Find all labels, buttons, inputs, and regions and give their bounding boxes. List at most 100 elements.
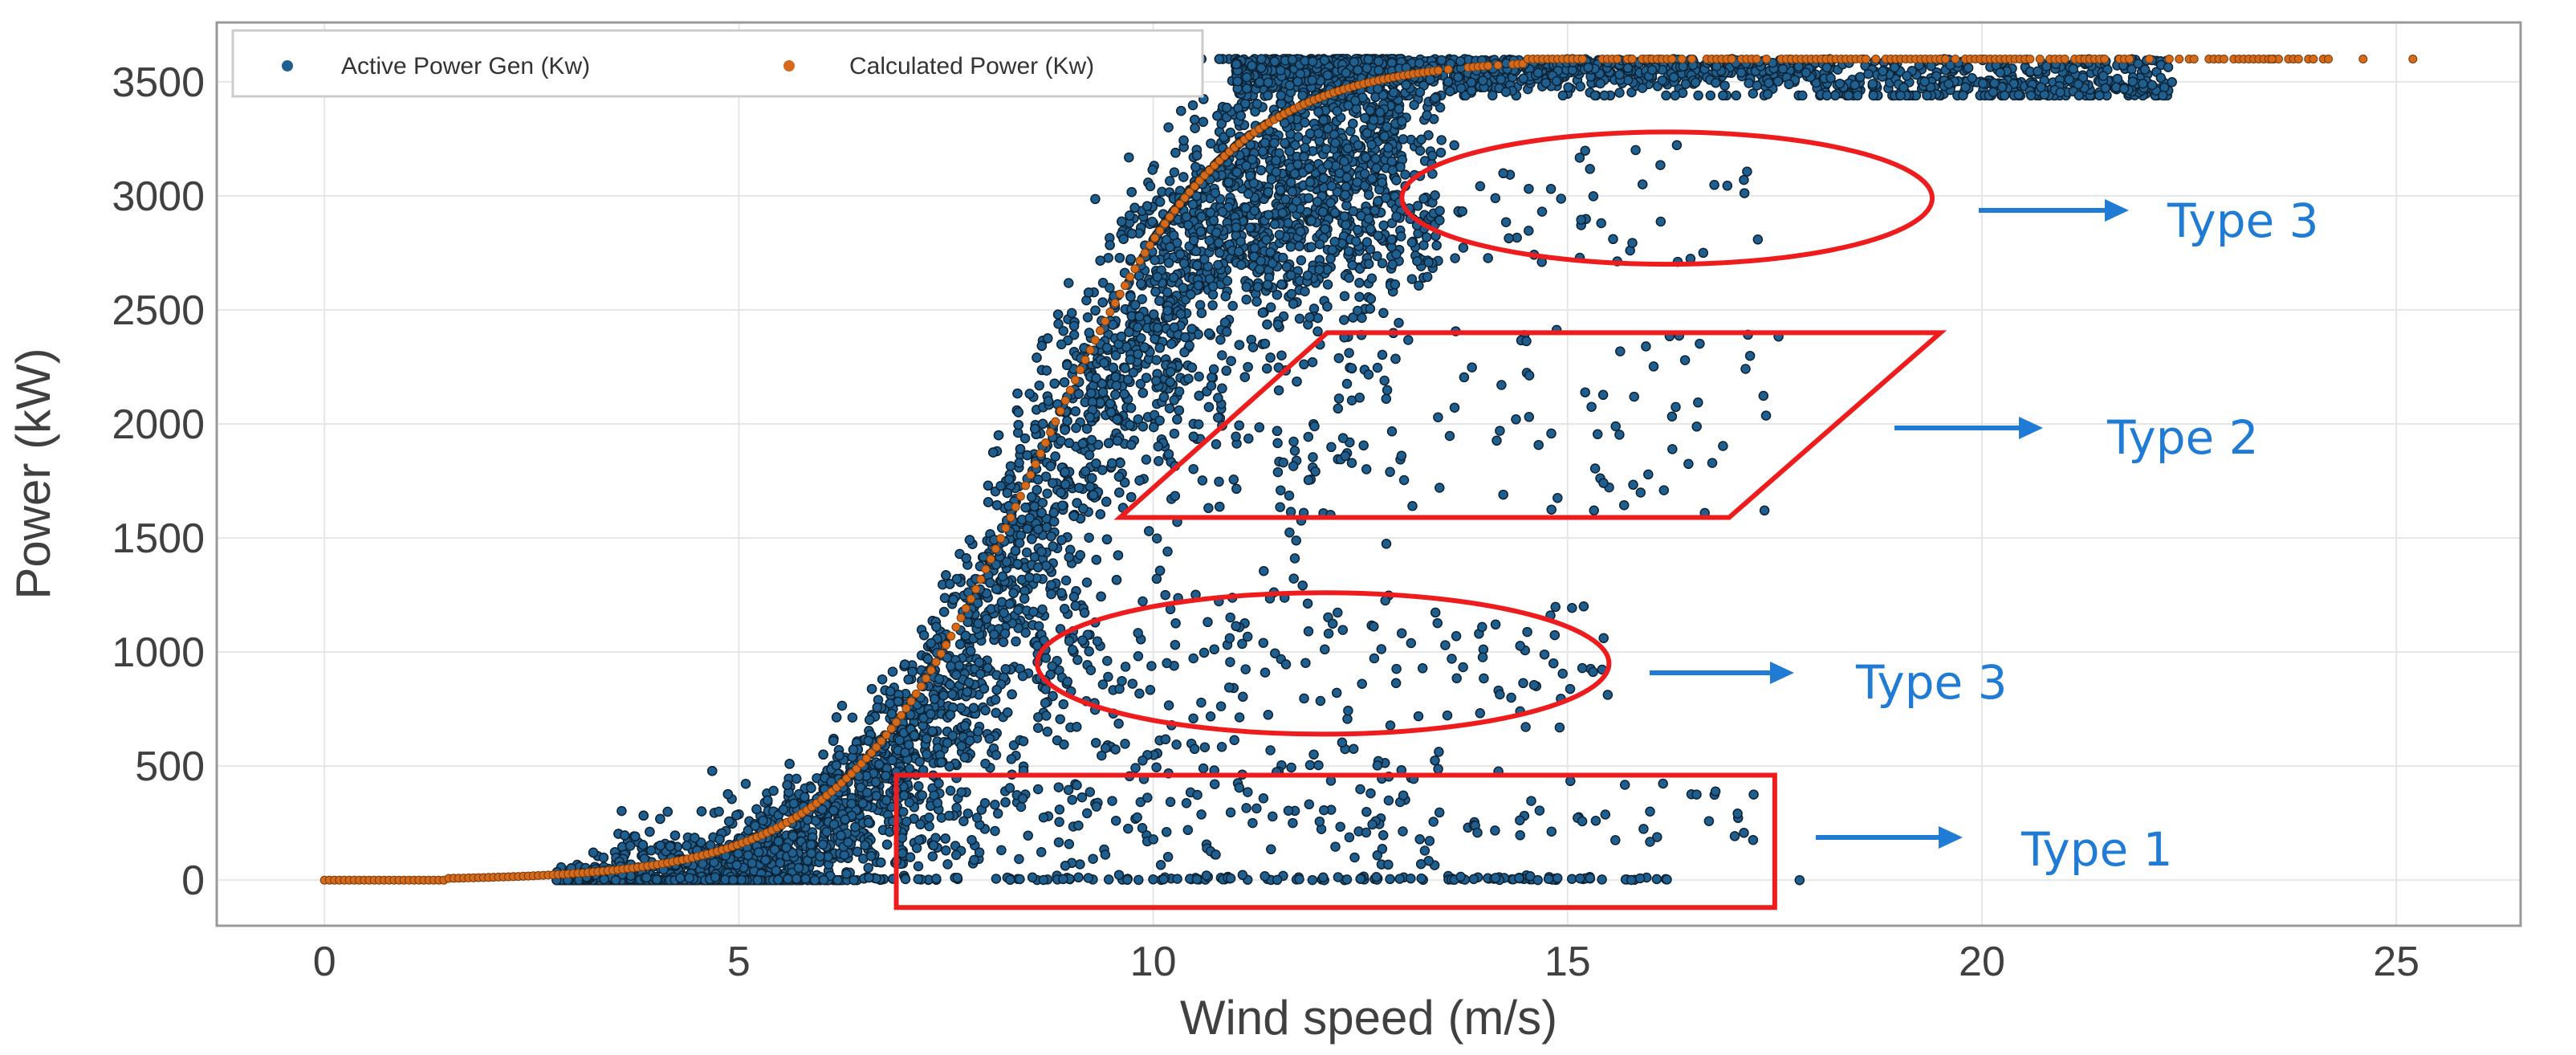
active-power-point	[1057, 500, 1068, 511]
active-power-point	[1215, 501, 1225, 512]
active-power-point	[962, 686, 973, 698]
data-points	[551, 54, 2177, 886]
active-power-point	[926, 637, 937, 649]
active-power-point	[1024, 389, 1035, 399]
active-power-point	[983, 662, 993, 674]
active-power-point	[991, 499, 1003, 511]
active-power-point	[1097, 465, 1108, 475]
active-power-point	[1012, 388, 1023, 399]
active-power-point	[740, 778, 751, 789]
active-power-point	[806, 783, 816, 793]
active-power-point	[975, 669, 986, 679]
active-power-point	[951, 573, 962, 585]
active-power-point	[866, 683, 877, 695]
active-power-point	[1060, 425, 1070, 435]
active-power-point	[1241, 294, 1251, 305]
active-power-point	[750, 821, 761, 831]
active-power-point	[1322, 123, 1333, 134]
active-power-point	[942, 738, 953, 748]
active-power-point	[939, 593, 950, 604]
active-power-point	[1107, 458, 1117, 469]
active-power-point	[1122, 374, 1133, 385]
active-power-point	[1262, 363, 1272, 374]
active-power-point	[1091, 458, 1101, 469]
active-power-point	[1005, 461, 1016, 471]
active-power-point	[1169, 395, 1179, 405]
active-power-point	[1004, 599, 1015, 609]
active-power-point	[1048, 507, 1060, 518]
active-power-point	[617, 805, 627, 817]
active-power-point	[1063, 278, 1074, 288]
active-power-point	[958, 816, 969, 827]
active-power-point	[1091, 554, 1102, 565]
active-power-point	[1068, 511, 1080, 521]
active-power-point	[1097, 278, 1109, 288]
active-power-point	[1081, 577, 1093, 588]
active-power-point	[831, 712, 842, 723]
active-power-point	[836, 830, 846, 841]
active-power-point	[1318, 115, 1329, 125]
active-power-point	[1105, 240, 1115, 251]
active-power-point	[751, 804, 762, 815]
active-power-point	[1186, 362, 1198, 373]
active-power-point	[1113, 550, 1124, 560]
active-power-point	[1013, 605, 1023, 615]
active-power-point	[1191, 150, 1203, 161]
active-power-point	[1257, 308, 1268, 318]
active-power-point	[1043, 396, 1054, 406]
active-power-point	[1064, 552, 1075, 563]
active-power-point	[1029, 501, 1040, 512]
active-power-point	[1214, 54, 1225, 64]
active-power-point	[1178, 135, 1189, 146]
active-power-point	[877, 674, 888, 685]
active-power-point	[1108, 362, 1119, 373]
active-power-point	[1378, 220, 1389, 230]
active-power-point	[1214, 247, 1225, 259]
active-power-point	[1003, 474, 1015, 485]
active-power-point	[1168, 272, 1179, 283]
active-power-point	[1019, 593, 1030, 604]
active-power-point	[771, 865, 782, 876]
active-power-point	[588, 847, 599, 858]
active-power-point	[828, 819, 840, 830]
active-power-point	[1056, 535, 1067, 545]
active-power-point	[1090, 305, 1101, 316]
active-power-point	[1221, 327, 1232, 337]
active-power-point	[1239, 372, 1251, 382]
active-power-point	[1137, 294, 1147, 304]
active-power-point	[980, 705, 991, 715]
active-power-point	[1211, 439, 1222, 450]
active-power-point	[1112, 435, 1123, 446]
active-power-point	[1175, 308, 1186, 320]
active-power-point	[1084, 328, 1095, 338]
active-power-point	[800, 792, 810, 802]
active-power-point	[954, 639, 966, 650]
active-power-point	[1165, 366, 1176, 377]
active-power-point	[1220, 291, 1231, 302]
active-power-point	[1192, 260, 1203, 271]
active-power-point	[968, 703, 979, 714]
active-power-point	[1027, 534, 1037, 544]
active-power-point	[817, 839, 828, 850]
active-power-point	[1219, 317, 1231, 328]
active-power-point	[1154, 343, 1166, 353]
active-power-point	[1056, 339, 1067, 350]
active-power-point	[881, 770, 891, 781]
active-power-point	[769, 844, 780, 855]
active-power-point	[1353, 224, 1363, 235]
active-power-point	[706, 765, 718, 776]
active-power-point	[1075, 550, 1085, 560]
active-power-point	[1363, 369, 1374, 380]
active-power-point	[1097, 387, 1109, 397]
active-power-point	[1365, 303, 1376, 314]
active-power-point	[865, 850, 877, 862]
active-power-point	[1086, 434, 1097, 446]
active-power-point	[1030, 423, 1040, 434]
active-power-point	[1184, 340, 1194, 351]
active-power-point	[863, 862, 873, 874]
active-power-point	[984, 733, 995, 744]
active-power-point	[1190, 161, 1201, 173]
active-power-point	[1110, 372, 1121, 382]
active-power-point	[1141, 454, 1152, 465]
active-power-point	[1260, 338, 1271, 349]
